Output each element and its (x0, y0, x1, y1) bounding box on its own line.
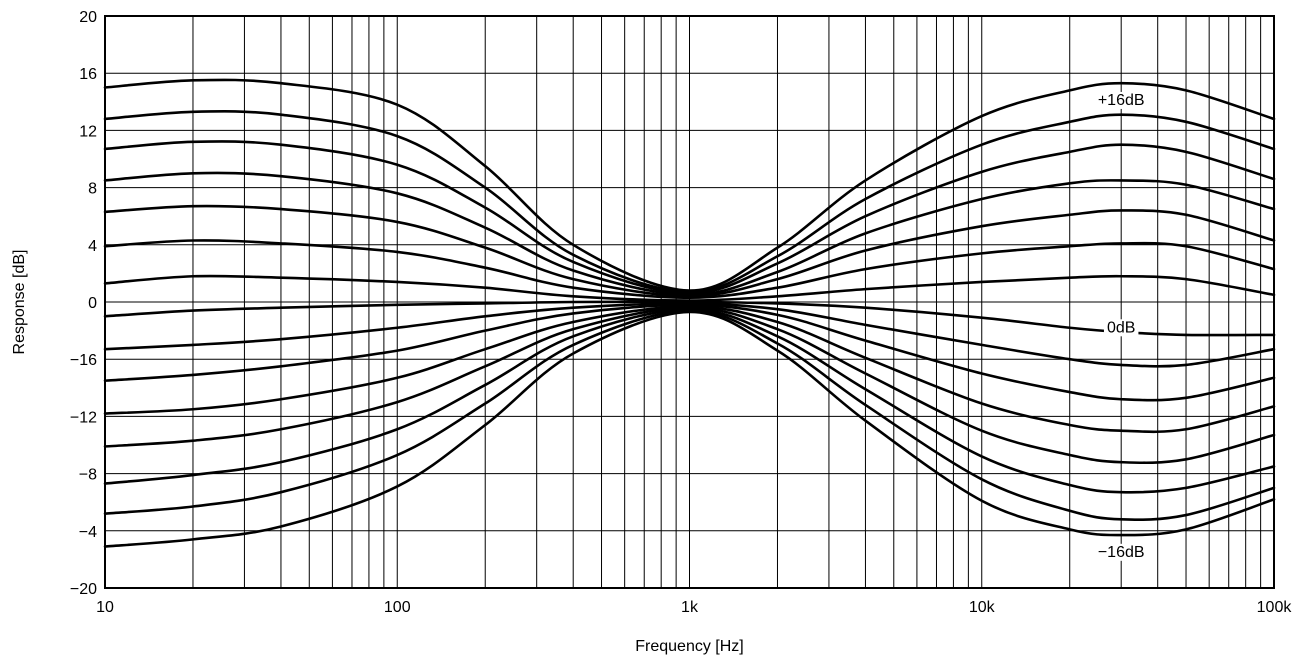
curve-annotation: −16dB (1094, 543, 1148, 561)
x-tick-label: 100 (384, 599, 411, 616)
response-curve-10 (103, 303, 1276, 402)
x-tick-label: 10 (96, 599, 114, 616)
response-curves (103, 78, 1276, 548)
response-curve-7 (103, 274, 1276, 302)
x-tick-label: 1k (681, 599, 699, 616)
y-tick-label: 4 (88, 238, 97, 255)
curve-annotations: +16dB 0dB −16dB (1094, 91, 1148, 561)
y-tick-label: 8 (88, 181, 97, 198)
annotation-label: +16dB (1098, 92, 1145, 109)
response-curve-6 (103, 239, 1276, 300)
response-curve-11 (103, 304, 1276, 434)
response-curve-13 (103, 307, 1276, 494)
plot-frame (104, 15, 1275, 589)
annotation-background (1103, 319, 1139, 337)
y-tick-label: −4 (79, 524, 97, 541)
annotation-label: −16dB (1098, 544, 1145, 561)
tick-labels: 10 100 1k 10k 100k 20 16 12 8 4 0 −16 −12 −8 −4 −20 (70, 9, 1292, 616)
y-tick-label: −16 (70, 352, 97, 369)
response-curve-3 (103, 140, 1276, 295)
y-tick-label: 12 (79, 123, 97, 140)
annotation-background (1094, 543, 1148, 561)
y-axis-label: Response [dB] (11, 250, 28, 355)
response-curve-4 (103, 171, 1276, 297)
response-curve-9 (103, 302, 1276, 368)
x-tick-label: 100k (1257, 599, 1293, 616)
y-tick-label: −12 (70, 409, 97, 426)
y-tick-label: −8 (79, 467, 97, 484)
response-curve-14 (103, 309, 1276, 522)
y-tick-label: −20 (70, 581, 97, 598)
y-tick-label: 16 (79, 66, 97, 83)
response-curve-15 (103, 310, 1276, 548)
y-tick-label: 0 (88, 295, 97, 312)
response-curve-12 (103, 306, 1276, 465)
response-curve-5 (103, 204, 1276, 298)
annotation-background (1094, 91, 1148, 109)
x-axis-label: Frequency [Hz] (635, 638, 743, 655)
response-curve-2 (103, 110, 1276, 294)
curve-annotation: 0dB (1103, 319, 1139, 337)
annotation-label: 0dB (1107, 319, 1135, 336)
x-tick-label: 10k (969, 599, 996, 616)
curve-annotation: +16dB (1094, 91, 1148, 109)
y-tick-label: 20 (79, 9, 97, 26)
response-curve-1 (103, 78, 1276, 292)
